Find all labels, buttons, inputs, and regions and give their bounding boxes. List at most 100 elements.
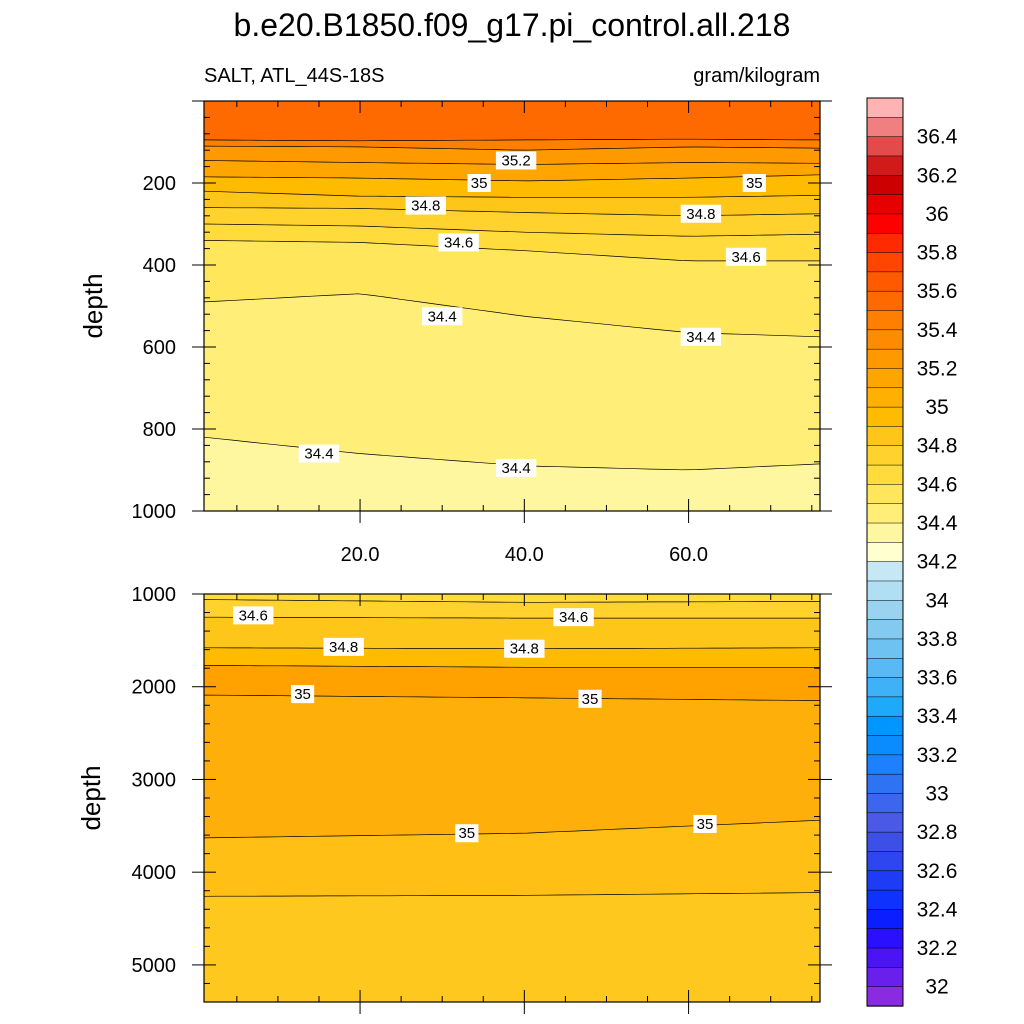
contour-label: 35 xyxy=(290,685,315,704)
contour-label-box xyxy=(467,174,491,192)
colorbar-swatch xyxy=(866,754,904,775)
contour-label-text: 35 xyxy=(471,175,488,192)
contour-label-box xyxy=(323,637,364,656)
colorbar-swatch xyxy=(866,175,904,196)
y-tick-label: 5000 xyxy=(132,955,177,977)
y-tick-label: 2000 xyxy=(132,677,177,699)
colorbar-label: 35.8 xyxy=(917,242,958,265)
contour-band xyxy=(204,599,820,619)
contour-label: 34.8 xyxy=(323,637,364,656)
y-tick-label: 1000 xyxy=(132,501,177,523)
x-tick-label: 60.0 xyxy=(669,544,708,566)
colorbar-label: 32.4 xyxy=(917,898,958,921)
colorbar-swatch xyxy=(866,194,904,215)
contour-label-box xyxy=(495,151,537,170)
colorbar-label: 32.2 xyxy=(917,937,958,960)
contour-label: 34.8 xyxy=(504,639,545,658)
contour-label: 34.8 xyxy=(405,196,446,215)
contour-line xyxy=(203,145,821,151)
colorbar-label: 34.6 xyxy=(917,473,958,496)
contour-band xyxy=(204,293,820,470)
colorbar-label: 35.2 xyxy=(917,357,958,380)
colorbar-swatch xyxy=(866,426,904,447)
contour-line xyxy=(203,138,820,142)
contour-line xyxy=(203,892,821,897)
contour-label-text: 34.8 xyxy=(686,206,715,223)
colorbar-swatch xyxy=(866,735,904,756)
colorbar-swatch xyxy=(866,658,904,679)
colorbar-swatch xyxy=(866,503,904,524)
contour-label-box xyxy=(742,174,766,192)
right-subtitle: gram/kilogram xyxy=(693,65,820,87)
colorbar-swatch xyxy=(866,967,904,988)
colorbar-label: 34.4 xyxy=(917,512,958,535)
colorbar-label: 32 xyxy=(925,976,948,999)
contour-label: 35 xyxy=(578,689,602,708)
contour-band xyxy=(204,224,820,261)
contour-label: 34.4 xyxy=(680,327,722,346)
contour-label-box xyxy=(455,824,479,843)
contour-label-text: 34.4 xyxy=(428,308,457,325)
y-tick-label: 400 xyxy=(143,255,176,277)
left-subtitle: SALT, ATL_44S-18S xyxy=(204,65,384,87)
contour-label: 35.2 xyxy=(495,151,537,170)
colorbar-swatch xyxy=(866,715,904,737)
contour-label-text: 35 xyxy=(697,816,714,833)
colorbar-swatch xyxy=(866,542,904,563)
colorbar-label: 33.6 xyxy=(917,667,958,690)
colorbar-frame xyxy=(866,97,904,1007)
contour-line xyxy=(204,616,820,619)
colorbar-label: 34.2 xyxy=(917,551,958,574)
colorbar-swatch xyxy=(866,909,904,930)
colorbar-label: 35.6 xyxy=(917,280,958,303)
contour-label-text: 35 xyxy=(294,686,311,703)
contour-label-box xyxy=(405,196,446,215)
colorbar-swatch xyxy=(866,213,904,234)
colorbar-label: 36.2 xyxy=(917,164,958,187)
colorbar-label: 35.4 xyxy=(917,319,958,342)
contour-label-text: 34.4 xyxy=(502,460,531,477)
colorbar-swatch xyxy=(866,812,904,833)
y-tick-label: 200 xyxy=(143,173,176,195)
contour-line xyxy=(203,174,821,182)
contour-label-box xyxy=(495,458,537,477)
contour-label: 35 xyxy=(455,824,479,843)
colorbar-swatch xyxy=(866,155,904,176)
colorbar-swatch xyxy=(866,677,904,698)
colorbar-swatch xyxy=(866,600,904,621)
colorbar-swatch xyxy=(866,368,904,389)
colorbar-swatch xyxy=(866,831,904,853)
contour-line xyxy=(203,819,821,839)
contour-label-text: 34.8 xyxy=(329,639,358,656)
colorbar-swatch xyxy=(866,290,904,312)
colorbar-swatch xyxy=(866,136,904,157)
contour-label-text: 35 xyxy=(746,175,763,192)
contour-label-box xyxy=(504,639,545,658)
figure-title: b.e20.B1850.f09_g17.pi_control.all.218 xyxy=(234,7,791,43)
colorbar-swatch xyxy=(866,464,904,486)
colorbar-label: 33.4 xyxy=(917,705,958,728)
upper-panel: 35.2 35 35 34.8 34.8 34.6 34.6 34.4 34.4 34.4 34.4… xyxy=(132,100,832,566)
colorbar-swatch xyxy=(866,329,904,350)
contour-line xyxy=(203,665,820,668)
contour-label-box xyxy=(680,327,722,346)
colorbar-swatch xyxy=(866,793,904,814)
colorbar-label: 34 xyxy=(925,589,949,612)
contour-label-text: 34.6 xyxy=(444,234,473,251)
contour-band xyxy=(204,207,820,237)
contour-label-box xyxy=(680,204,722,223)
contour-label: 35 xyxy=(693,814,717,833)
upper-y-axis-label: depth xyxy=(78,273,108,338)
contour-label: 35 xyxy=(742,174,766,192)
contour-label: 34.4 xyxy=(495,458,537,477)
contour-line xyxy=(203,599,821,603)
colorbar-label: 33.2 xyxy=(917,744,958,767)
contour-label: 34.6 xyxy=(553,608,594,627)
contour-band xyxy=(204,695,820,838)
y-tick-label: 3000 xyxy=(132,769,177,791)
contour-band xyxy=(204,594,820,603)
colorbar: 36.4 36.2 36 35.8 35.6 35.4 35.2 35 34.8 34.6 34.4… xyxy=(866,97,958,1007)
panel-frame xyxy=(203,100,821,512)
y-tick-label: 4000 xyxy=(132,862,177,884)
colorbar-swatch xyxy=(866,889,904,911)
